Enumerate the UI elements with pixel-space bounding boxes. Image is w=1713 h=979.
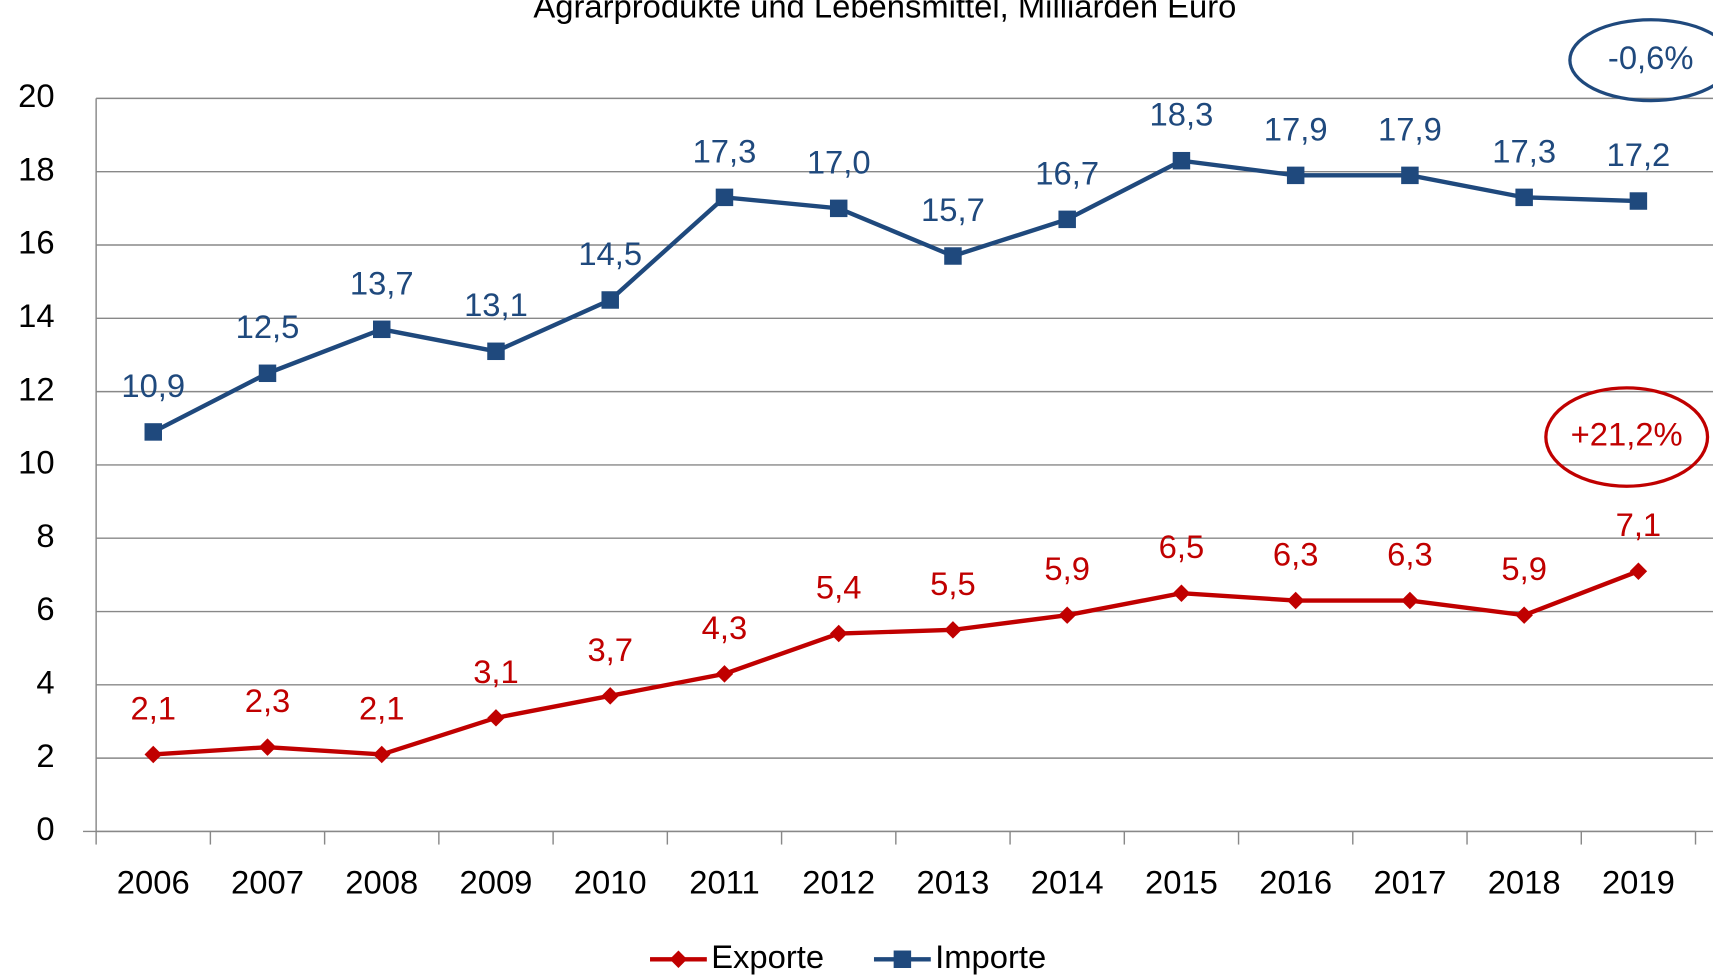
x-tick-label: 2013 <box>916 864 989 901</box>
marker <box>601 291 619 309</box>
x-tick-label: 2008 <box>345 864 418 901</box>
x-tick-label: 2011 <box>689 864 759 901</box>
data-label: 14,5 <box>578 235 642 272</box>
marker <box>1401 166 1419 185</box>
data-label: 10,9 <box>121 367 185 404</box>
x-tick-label: 2018 <box>1488 864 1561 901</box>
annotation-ellipse <box>1568 18 1713 103</box>
marker <box>1058 210 1076 229</box>
data-label: 7,1 <box>1616 506 1662 543</box>
marker <box>144 745 162 764</box>
y-tick-label: 20 <box>18 77 54 114</box>
marker <box>1058 606 1076 624</box>
marker <box>1286 166 1305 185</box>
legend-label: Exporte <box>711 938 824 975</box>
y-tick-label: 16 <box>18 224 54 261</box>
data-label: 17,9 <box>1378 110 1442 147</box>
x-tick-label: 2016 <box>1259 864 1332 901</box>
data-label: 4,3 <box>702 609 748 646</box>
y-tick-label: 6 <box>36 590 54 627</box>
x-tick-label: 2019 <box>1602 864 1675 901</box>
marker <box>1629 562 1648 580</box>
data-label: 17,0 <box>807 143 871 180</box>
data-label: 5,9 <box>1044 550 1090 587</box>
x-tick-label: 2007 <box>231 864 304 901</box>
series-line <box>153 569 1640 757</box>
marker <box>373 745 391 764</box>
y-tick-label: 8 <box>36 517 54 554</box>
marker <box>715 188 734 207</box>
data-label: 6,3 <box>1273 535 1319 572</box>
marker <box>373 320 391 339</box>
data-label: 18,3 <box>1150 96 1214 133</box>
legend-item: Exporte <box>650 938 824 975</box>
data-label: 5,4 <box>816 568 862 605</box>
data-label: 6,5 <box>1159 528 1205 565</box>
annotation: +21,2% <box>1571 416 1683 453</box>
marker <box>1401 591 1419 610</box>
data-label: 17,2 <box>1607 136 1671 173</box>
y-tick-label: 2 <box>36 737 54 774</box>
data-label: 3,7 <box>587 631 633 668</box>
y-tick-label: 12 <box>18 370 54 407</box>
y-tick-label: 4 <box>36 663 54 700</box>
data-label: 2,1 <box>130 689 176 726</box>
y-tick-label: 10 <box>18 444 54 481</box>
marker <box>1172 151 1191 170</box>
marker <box>829 624 848 643</box>
x-tick-label: 2017 <box>1373 864 1446 901</box>
x-tick-label: 2014 <box>1031 864 1104 901</box>
x-tick-label: 2010 <box>574 864 647 901</box>
annotation: -0,6% <box>1608 39 1694 76</box>
data-label: 2,3 <box>245 682 291 719</box>
series-line <box>152 158 1639 434</box>
marker <box>601 687 619 705</box>
marker <box>258 738 277 756</box>
marker <box>944 247 962 265</box>
data-label: 6,3 <box>1387 535 1433 572</box>
data-label: 12,5 <box>236 308 300 345</box>
marker <box>715 665 734 683</box>
data-label: 17,3 <box>1492 132 1556 169</box>
annotation-ellipse <box>1544 386 1710 488</box>
data-label: 16,7 <box>1035 154 1099 191</box>
x-tick-label: 2006 <box>117 864 190 901</box>
data-label: 13,7 <box>350 264 414 301</box>
legend-item: Importe <box>873 938 1046 975</box>
data-label: 5,5 <box>930 565 976 602</box>
data-label: 15,7 <box>921 191 985 228</box>
chart-title: Agrarprodukte und Lebensmittel, Milliard… <box>533 0 1236 24</box>
data-label: 3,1 <box>473 653 519 690</box>
marker <box>1629 192 1648 210</box>
data-label: 5,9 <box>1501 550 1547 587</box>
data-label: 13,1 <box>464 286 528 323</box>
marker <box>487 709 505 727</box>
marker <box>1515 188 1533 207</box>
data-label: 17,9 <box>1264 110 1328 147</box>
legend-label: Importe <box>935 938 1046 975</box>
y-tick-label: 18 <box>18 150 54 187</box>
marker <box>1172 584 1191 602</box>
marker <box>144 423 162 441</box>
y-tick-label: 0 <box>36 810 54 847</box>
x-tick-label: 2012 <box>802 864 875 901</box>
data-label: 17,3 <box>693 132 757 169</box>
marker <box>258 364 277 383</box>
marker <box>829 199 848 218</box>
data-label: 2,1 <box>359 689 405 726</box>
marker <box>669 950 688 969</box>
x-tick-label: 2009 <box>460 864 533 901</box>
marker <box>893 950 912 969</box>
marker <box>1286 591 1305 610</box>
y-tick-label: 14 <box>18 297 54 334</box>
x-tick-label: 2015 <box>1145 864 1218 901</box>
marker <box>944 621 962 639</box>
marker <box>1515 606 1533 624</box>
marker <box>487 342 505 361</box>
